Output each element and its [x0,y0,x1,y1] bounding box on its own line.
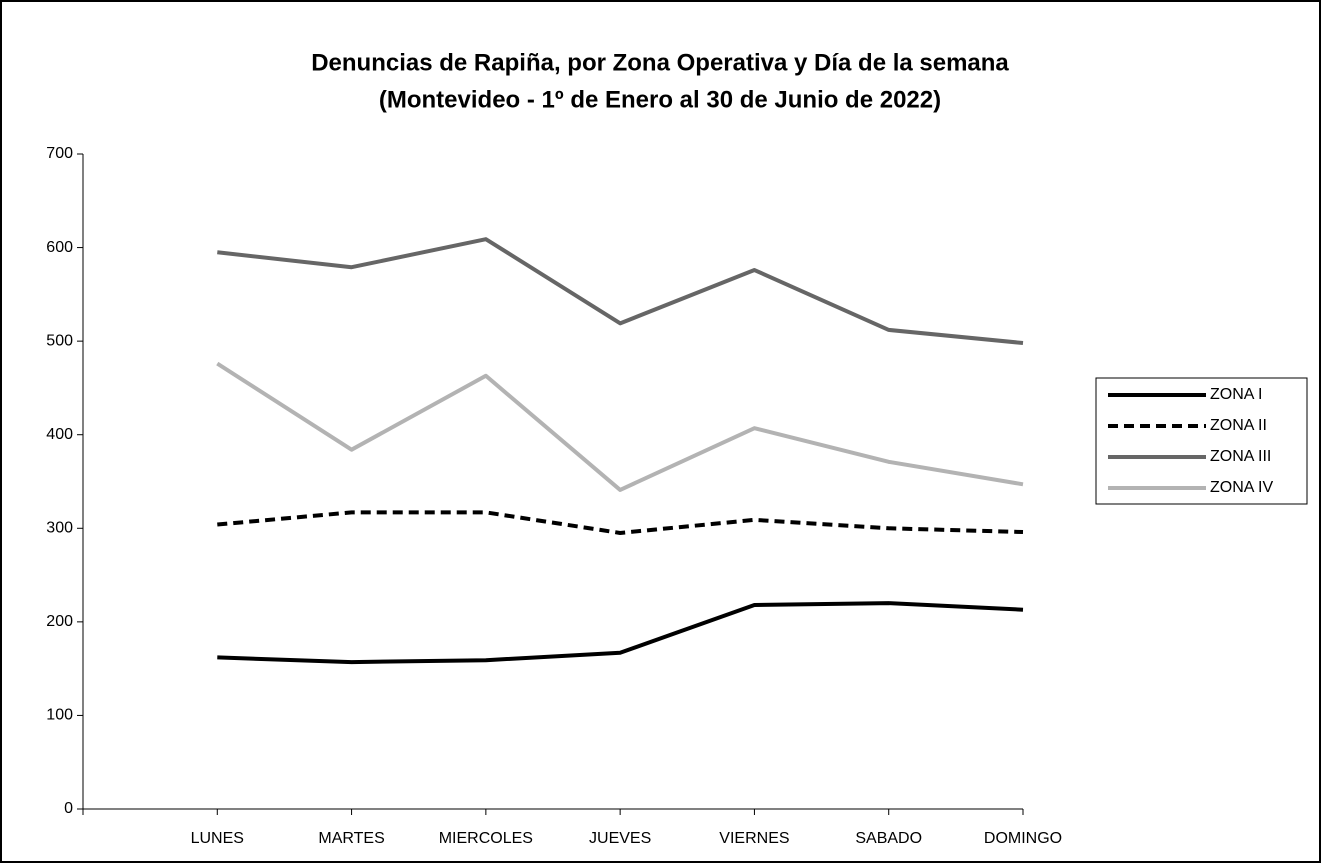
series-line [217,601,1024,665]
y-tick-label: 600 [46,239,73,256]
y-tick-label: 400 [46,426,73,443]
series-line [217,510,1024,535]
y-tick-label: 200 [46,613,73,630]
series-line [216,361,1024,492]
x-tick-label: MARTES [318,830,384,847]
series-line [217,237,1024,346]
y-tick-label: 500 [46,332,73,349]
legend-label: ZONA IV [1210,479,1273,496]
x-tick-label: VIERNES [719,830,789,847]
x-tick-label: SABADO [855,830,922,847]
x-tick-label: MIERCOLES [439,830,533,847]
legend-box [1095,377,1308,505]
y-tick-label: 700 [46,145,73,162]
x-tick-label: DOMINGO [984,830,1062,847]
y-tick-label: 300 [46,520,73,537]
y-tick-label: 100 [46,707,73,724]
y-tick-label: 0 [64,800,73,817]
chart-title: Denuncias de Rapiña, por Zona Operativa … [311,49,1009,76]
x-tick-label: LUNES [191,830,244,847]
legend-label: ZONA I [1210,386,1262,403]
legend-label: ZONA II [1210,417,1267,434]
chart-title: (Montevideo - 1º de Enero al 30 de Junio… [379,86,941,113]
x-tick-label: JUEVES [589,830,651,847]
legend-label: ZONA III [1210,448,1271,465]
